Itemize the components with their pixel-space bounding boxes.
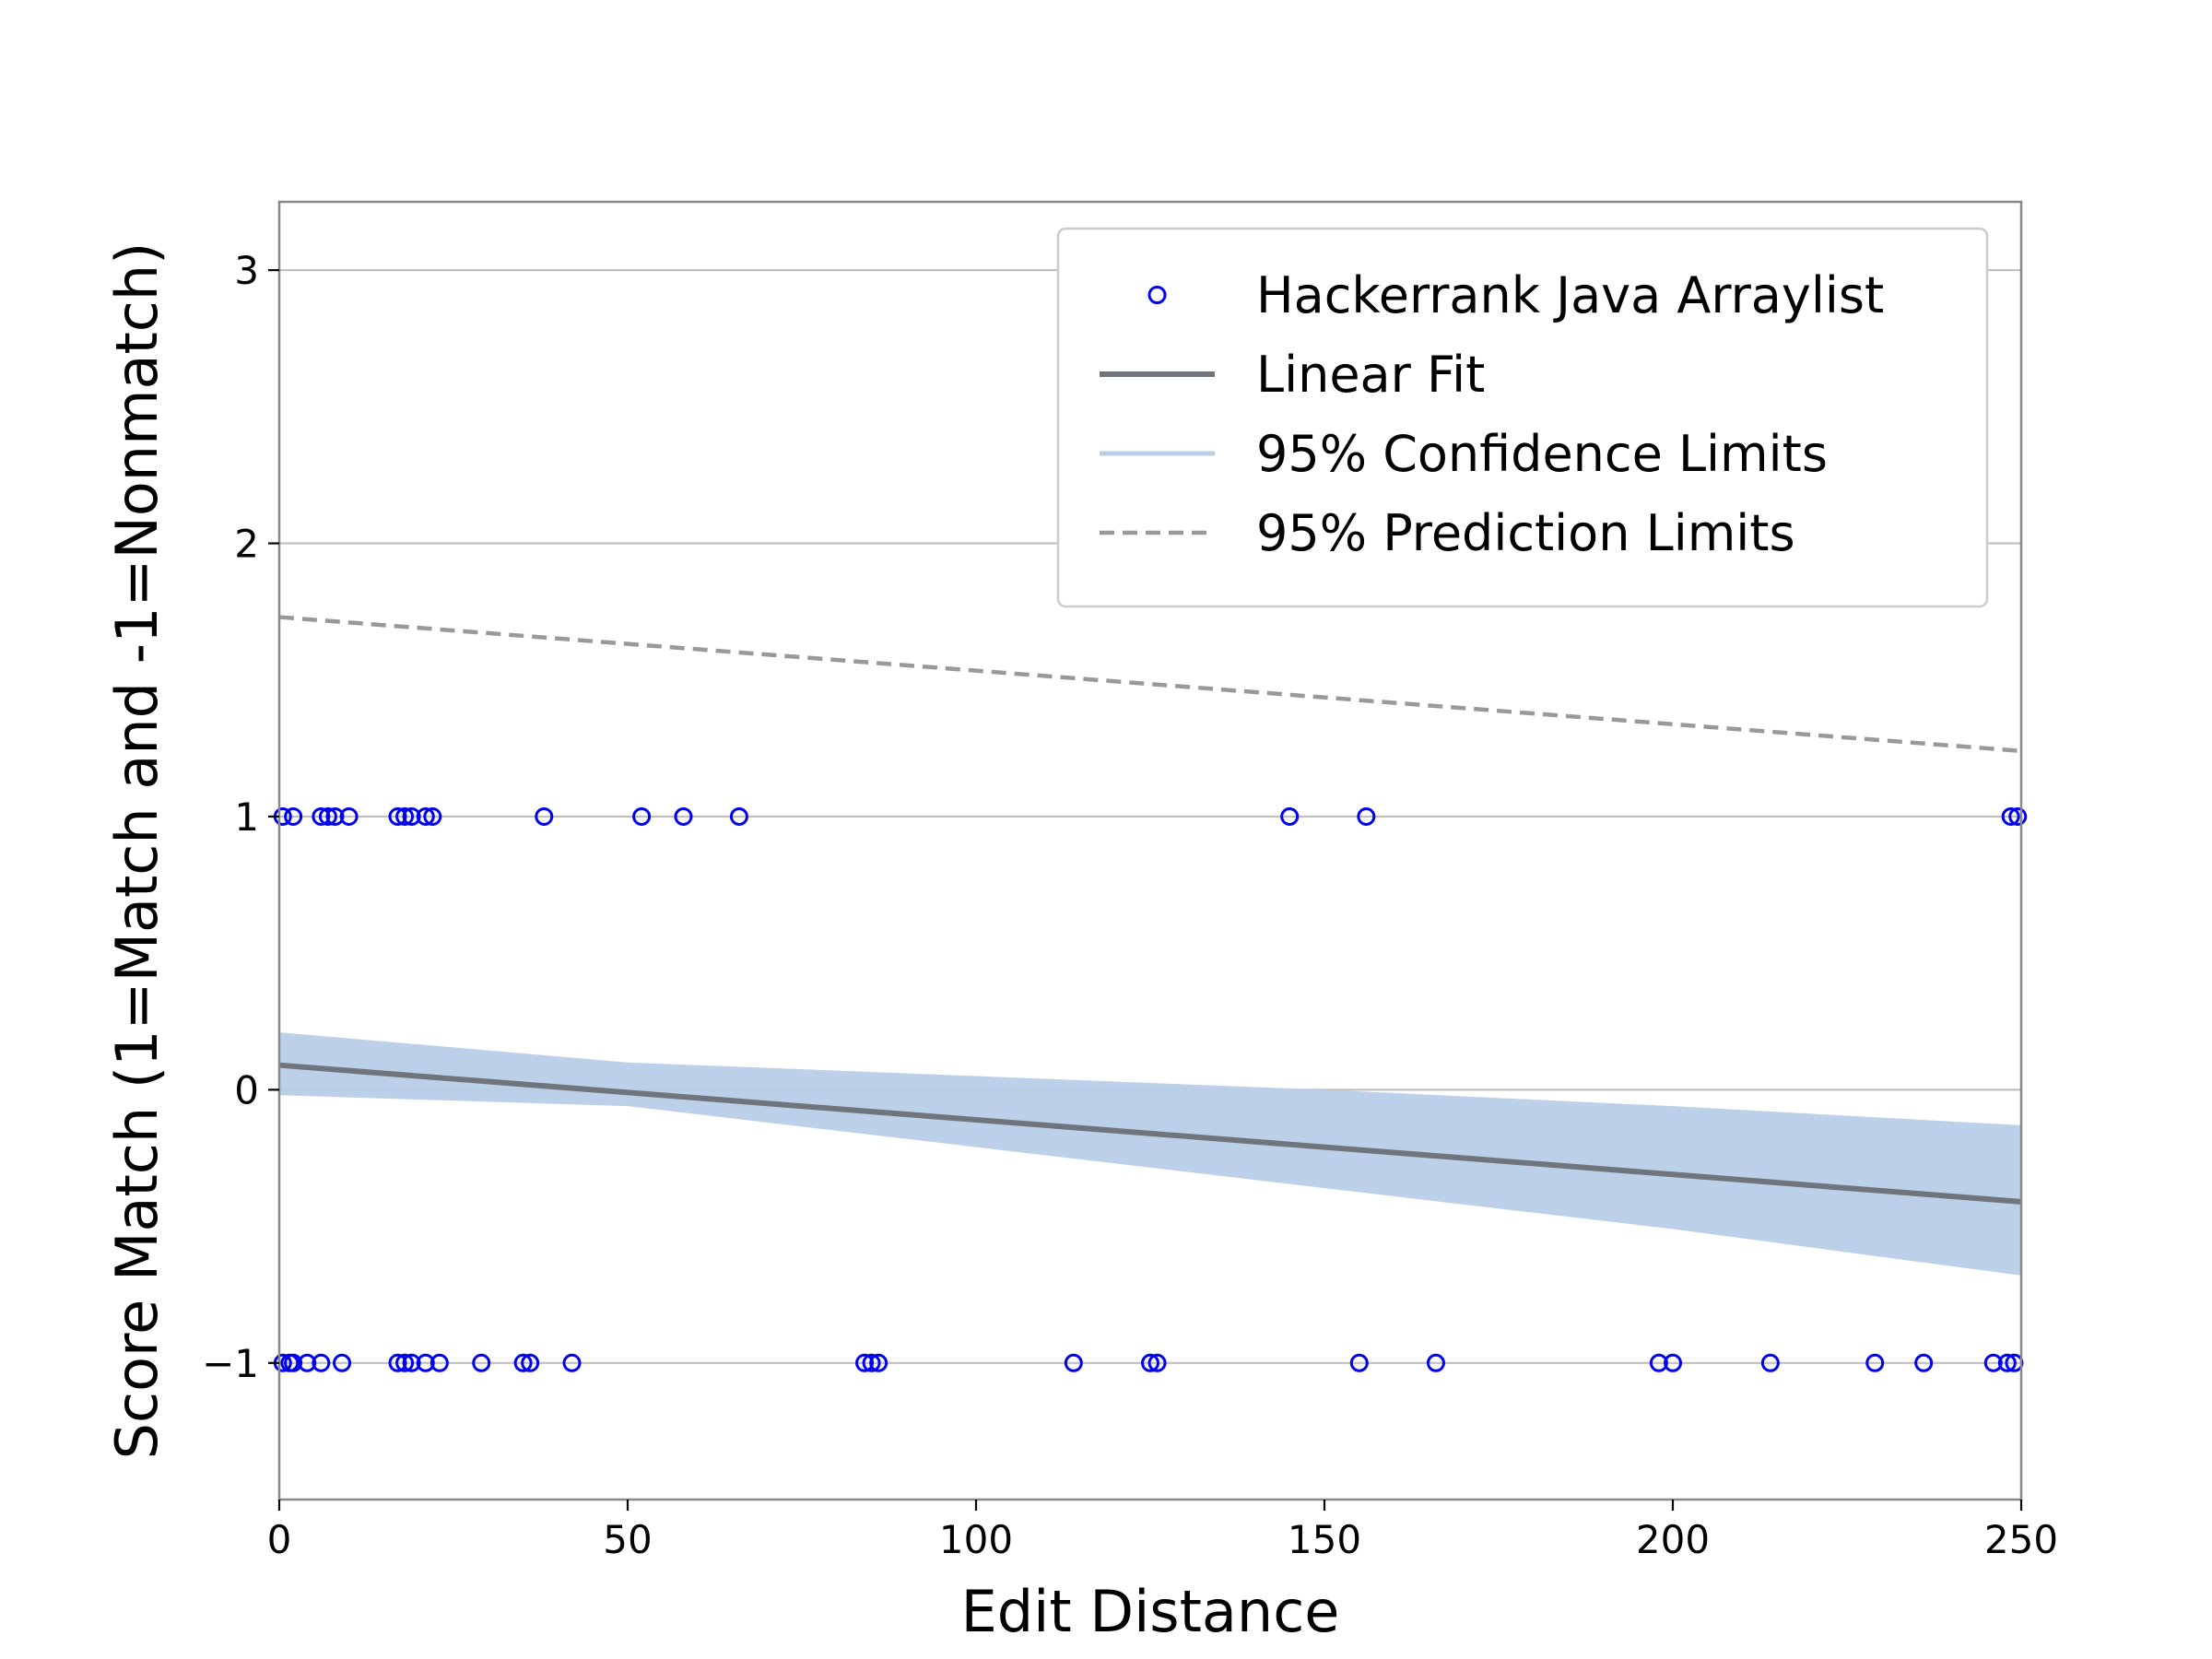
legend: Hackerrank Java Arraylist Linear Fit 95%… — [1056, 227, 1989, 608]
data-point — [862, 1353, 881, 1372]
x-tick-label: 250 — [1984, 1517, 2058, 1562]
data-point — [318, 806, 337, 826]
legend-label-fit: Linear Fit — [1256, 346, 1485, 404]
data-point — [1141, 1353, 1159, 1372]
data-point — [395, 806, 415, 826]
data-point — [298, 1353, 317, 1372]
data-point — [1983, 1353, 2003, 1372]
data-point — [521, 1353, 540, 1372]
data-point — [284, 806, 303, 826]
data-point — [1865, 1353, 1885, 1372]
confidence-band — [279, 1032, 2021, 1276]
data-point — [1997, 1353, 2017, 1372]
plot-frame — [277, 200, 2023, 1501]
data-point — [402, 1353, 421, 1372]
confidence-band-layer — [279, 1032, 2021, 1276]
x-tick-label: 150 — [1288, 1517, 1361, 1562]
x-tick-label: 200 — [1636, 1517, 1710, 1562]
legend-box — [1056, 227, 1989, 608]
data-point — [729, 806, 748, 826]
y-tick-label: 3 — [234, 248, 259, 293]
line-layer — [278, 615, 2022, 1205]
data-point — [1426, 1353, 1445, 1372]
legend-label-scatter: Hackerrank Java Arraylist — [1256, 266, 1884, 324]
data-point — [1914, 1353, 1934, 1372]
data-point — [1147, 1353, 1167, 1372]
data-point — [2001, 806, 2020, 826]
legend-label-prediction: 95% Prediction Limits — [1256, 504, 1795, 562]
data-point — [632, 806, 652, 826]
data-point — [395, 1353, 415, 1372]
data-point — [416, 1353, 435, 1372]
x-tick-label: 0 — [267, 1517, 292, 1562]
x-axis-label: Edit Distance — [961, 1578, 1340, 1645]
data-point — [1280, 806, 1300, 826]
data-point — [869, 1353, 888, 1372]
data-point — [312, 1353, 331, 1372]
data-point — [402, 806, 421, 826]
data-point — [416, 806, 435, 826]
data-point — [562, 1353, 582, 1372]
scatter-points — [273, 806, 2028, 1372]
data-point — [2008, 806, 2028, 826]
data-point — [388, 806, 407, 826]
data-point — [1064, 1353, 1083, 1372]
data-point — [535, 806, 554, 826]
legend-marker-scatter — [1147, 286, 1167, 304]
data-point — [1649, 1353, 1668, 1372]
data-point — [1357, 806, 1376, 826]
data-point — [339, 806, 359, 826]
data-point — [1664, 1353, 1682, 1372]
data-point — [312, 806, 331, 826]
y-axis-label: Score Match (1=Match and -1=Nonmatch) — [103, 242, 171, 1460]
data-point — [429, 1353, 449, 1372]
data-point — [513, 1353, 533, 1372]
data-point — [325, 806, 345, 826]
legend-label-confidence: 95% Confidence Limits — [1256, 425, 1828, 483]
data-point — [674, 806, 693, 826]
linear-fit-line — [278, 1062, 2022, 1205]
y-tick-label: −1 — [202, 1341, 259, 1386]
data-point — [1349, 1353, 1369, 1372]
data-point — [855, 1353, 875, 1372]
data-point — [284, 1353, 303, 1372]
data-point — [1760, 1353, 1780, 1372]
prediction-limit-line — [278, 615, 2022, 754]
data-point — [472, 1353, 491, 1372]
x-tick-label: 100 — [939, 1517, 1013, 1562]
data-point — [423, 806, 442, 826]
y-tick-label: 0 — [234, 1067, 259, 1112]
y-tick-label: 1 — [234, 794, 259, 840]
x-tick-label: 50 — [603, 1517, 652, 1562]
y-tick-label: 2 — [234, 522, 259, 567]
axis-ticks: 0 50 100 150 200 250 −1 0 1 2 3 — [202, 248, 2058, 1562]
data-point — [388, 1353, 407, 1372]
data-point — [333, 1353, 352, 1372]
